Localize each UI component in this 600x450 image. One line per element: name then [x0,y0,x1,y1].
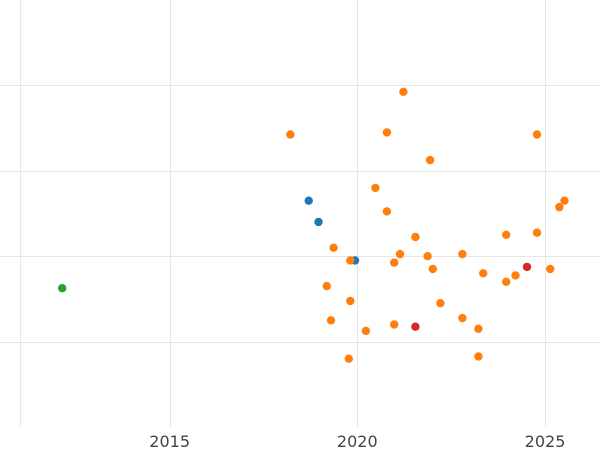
data-point [395,249,405,259]
data-point [502,277,511,286]
data-point [286,130,295,139]
data-point [511,271,520,280]
data-point [532,130,542,139]
data-point [532,228,542,237]
data-point [390,258,399,267]
data-point [411,322,420,331]
data-point [346,296,355,306]
data-point [329,243,338,252]
data-point [423,252,432,261]
data-point [314,217,323,227]
data-point [479,269,488,278]
data-point [322,281,331,291]
series-1 [286,87,569,363]
data-point [555,202,564,212]
grid [0,0,600,427]
data-point [474,352,483,361]
data-point [458,249,467,259]
data-point [390,320,399,329]
data-point [436,299,445,308]
data-point [399,87,408,97]
x-tick-label: 2020 [337,432,378,450]
data-point [326,316,336,325]
x-tick-label: 2025 [525,432,566,450]
data-point [346,256,355,265]
series-0 [304,196,360,265]
data-point [502,230,511,239]
x-tick-label: 2015 [149,432,190,450]
data-point [304,196,313,205]
data-point [458,313,467,323]
data-point [411,232,420,242]
data-point [546,264,555,274]
data-point [474,324,483,333]
data-point [382,128,392,137]
data-point [344,354,353,363]
x-axis-ticks: 2015 2020 2025 [149,432,565,450]
data-point [428,264,437,274]
data-point [522,262,532,272]
series-2 [58,284,67,293]
series-3 [411,262,532,331]
data-points [58,87,569,363]
data-point [425,155,435,165]
data-point [361,326,371,336]
data-point [560,196,569,205]
data-point [382,207,392,216]
data-point [371,183,380,193]
data-point [58,284,67,293]
